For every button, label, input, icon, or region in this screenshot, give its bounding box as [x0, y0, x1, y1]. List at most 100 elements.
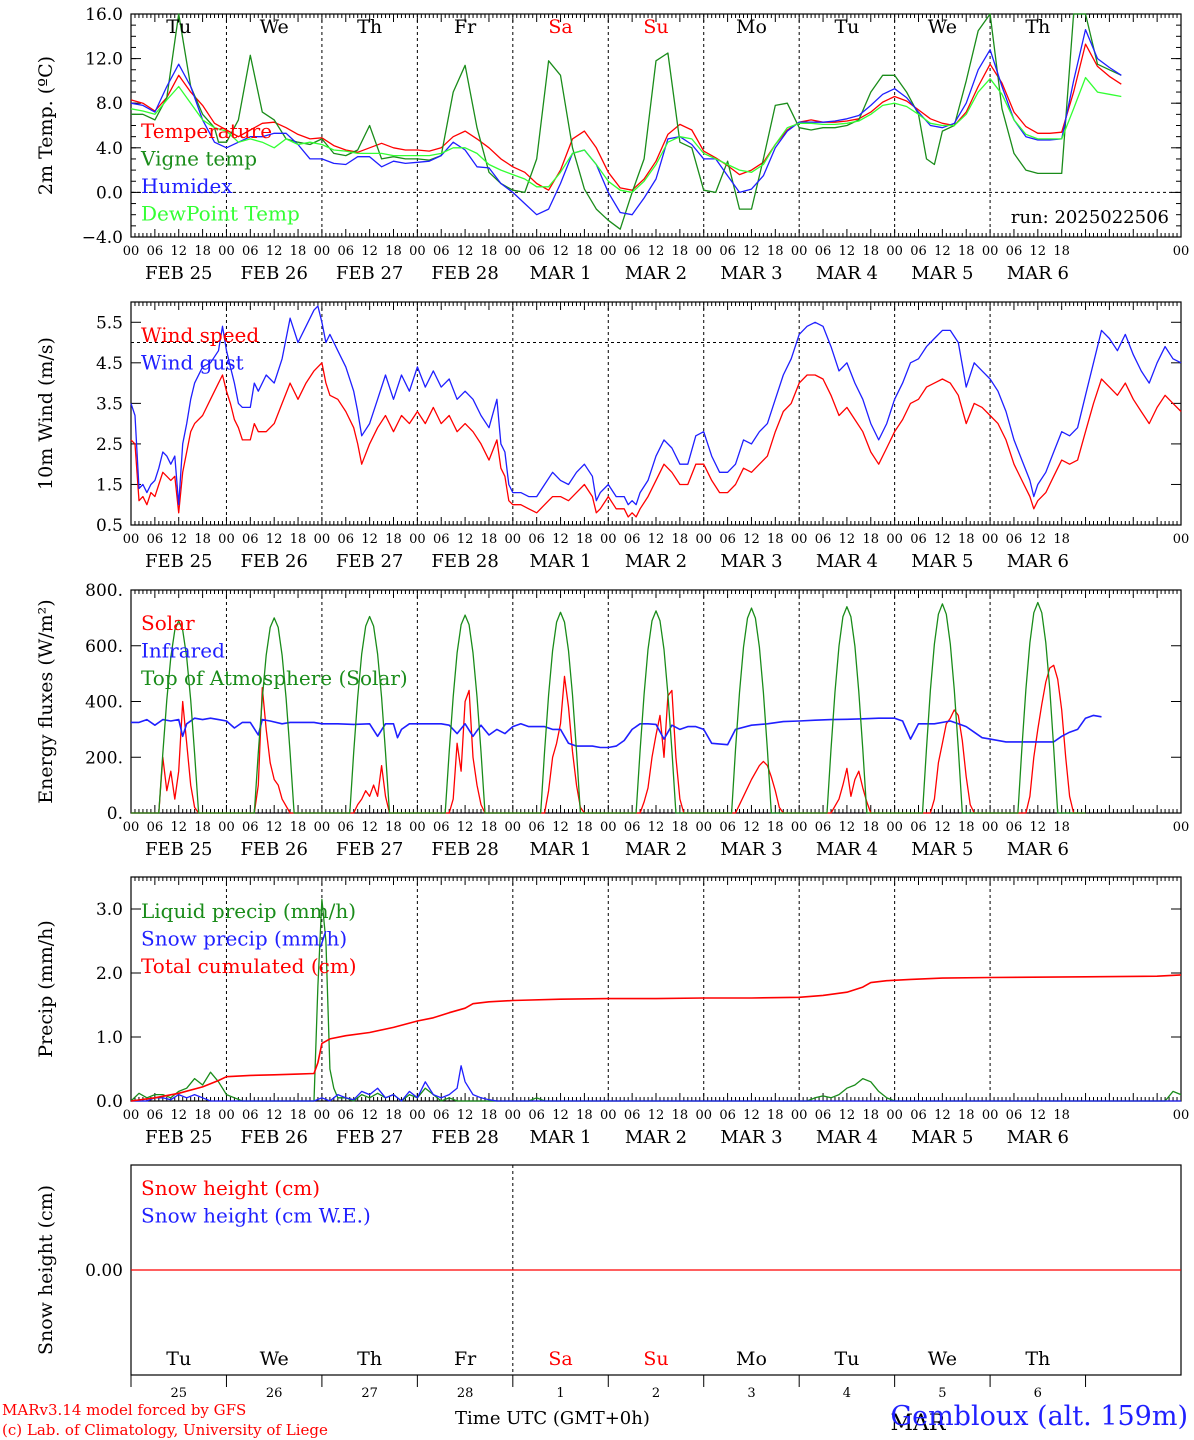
date-label: FEB 27 [336, 1127, 403, 1148]
hour-tick-label: 06 [910, 532, 927, 547]
date-label: FEB 28 [431, 839, 498, 860]
date-label: MAR 4 [816, 1127, 878, 1148]
legend-entry: DewPoint Temp [141, 202, 300, 226]
weekday-label: Fr [454, 1348, 477, 1370]
weekday-label: Th [1025, 1348, 1050, 1370]
weekday-label: Mo [736, 1348, 767, 1370]
weekday-label: Fr [454, 16, 477, 38]
y-tick-label: 0. [107, 804, 123, 824]
hour-tick-label: 06 [719, 532, 736, 547]
date-label: FEB 25 [145, 551, 212, 572]
y-tick-label: 400. [85, 693, 123, 713]
hour-tick-label: 06 [1006, 1108, 1023, 1123]
lab-credit: (c) Lab. of Climatology, University of L… [2, 1421, 328, 1439]
date-label: MAR 4 [816, 551, 878, 572]
hour-tick-label: 12 [648, 820, 665, 835]
y-axis-label: Snow height (cm) [35, 1185, 57, 1355]
hour-tick-label: 00 [409, 1108, 426, 1123]
hour-tick-label: 18 [1053, 820, 1070, 835]
hour-tick-label: 12 [839, 1108, 856, 1123]
date-label: MAR 4 [816, 263, 878, 284]
y-tick-label: 600. [85, 637, 123, 657]
hour-tick-label: 06 [815, 244, 832, 259]
hour-tick-label: 12 [648, 1108, 665, 1123]
day-number-label: 26 [266, 1386, 283, 1401]
date-label: MAR 1 [529, 1127, 591, 1148]
hour-tick-label: 00 [314, 532, 331, 547]
y-axis-label: 10m Wind (m/s) [35, 337, 57, 490]
hour-tick-label: 12 [552, 820, 569, 835]
hour-tick-label: 06 [242, 820, 259, 835]
panel-temperature [130, 13, 1182, 238]
hour-tick-label: 18 [385, 532, 402, 547]
weekday-label: Su [643, 1348, 668, 1370]
hour-tick-label: 12 [266, 532, 283, 547]
hour-tick-label: 18 [767, 532, 784, 547]
legend-entry: Temperature [141, 119, 272, 143]
date-label: MAR 3 [720, 263, 782, 284]
day-number-label: 25 [170, 1386, 187, 1401]
hour-tick-label: 00 [600, 532, 617, 547]
hour-tick-label: 06 [624, 820, 641, 835]
hour-tick-label: 00 [218, 244, 235, 259]
hour-tick-label: 06 [624, 532, 641, 547]
hour-tick-label: 06 [815, 1108, 832, 1123]
weekday-label: Tu [166, 1348, 191, 1370]
hour-tick-label: 12 [743, 1108, 760, 1123]
date-label: MAR 1 [529, 839, 591, 860]
hour-tick-label: 12 [170, 820, 187, 835]
series-line-vigne-temp [131, 13, 1122, 230]
date-label: FEB 25 [145, 839, 212, 860]
y-tick-label: 0.0 [96, 183, 123, 203]
date-label: FEB 25 [145, 1127, 212, 1148]
legend-entry: Wind gust [141, 351, 244, 375]
hour-tick-label: 06 [528, 1108, 545, 1123]
y-tick-label: 4.5 [96, 354, 123, 374]
hour-tick-label: 00 [982, 244, 999, 259]
hour-tick-label: 00 [505, 532, 522, 547]
hour-tick-label: 06 [1006, 532, 1023, 547]
hour-tick-label: 12 [743, 820, 760, 835]
y-tick-label: 4.0 [96, 139, 123, 159]
day-number-label: 28 [457, 1386, 474, 1401]
hour-tick-label: 06 [910, 1108, 927, 1123]
date-label: MAR 5 [911, 551, 973, 572]
y-tick-label: 2.5 [96, 435, 123, 455]
model-credit: MARv3.14 model forced by GFS [2, 1401, 247, 1419]
legend-entry: Snow height (cm) [141, 1176, 320, 1200]
hour-tick-label: 12 [1030, 244, 1047, 259]
hour-tick-label: 12 [170, 532, 187, 547]
legend-entry: Humidex [141, 174, 233, 198]
hour-tick-label: 12 [266, 244, 283, 259]
hour-tick-label: 18 [1053, 244, 1070, 259]
hour-tick-label: 12 [266, 820, 283, 835]
legend-entry: Snow precip (mm/h) [141, 927, 347, 951]
hour-tick-label: 12 [839, 244, 856, 259]
hour-tick-label: 18 [194, 532, 211, 547]
hour-tick-label: 00 [600, 820, 617, 835]
hour-tick-label: 00 [600, 244, 617, 259]
hour-tick-label: 12 [934, 244, 951, 259]
hour-tick-label: 00 [791, 1108, 808, 1123]
hour-tick-label: 18 [862, 820, 879, 835]
hour-tick-label: 00 [123, 244, 140, 259]
hour-tick-label: 00 [123, 1108, 140, 1123]
hour-tick-label: 18 [576, 1108, 593, 1123]
date-label: MAR 5 [911, 1127, 973, 1148]
date-label: FEB 27 [336, 839, 403, 860]
weekday-label: Su [643, 16, 668, 38]
station-name: Gembloux (alt. 159m) [890, 1401, 1188, 1432]
y-tick-label: 3.5 [96, 394, 123, 414]
hour-tick-label: 00 [314, 1108, 331, 1123]
hour-tick-label: 12 [934, 532, 951, 547]
hour-tick-label: 00 [1173, 1108, 1190, 1123]
hour-tick-label: 00 [695, 820, 712, 835]
hour-tick-label: 00 [409, 532, 426, 547]
hour-tick-label: 18 [576, 532, 593, 547]
hour-tick-label: 06 [815, 820, 832, 835]
hour-tick-label: 12 [743, 244, 760, 259]
overlap-label: MAR [891, 1411, 947, 1436]
hour-tick-label: 06 [147, 532, 164, 547]
day-number-label: 5 [938, 1386, 946, 1401]
y-tick-label: 3.0 [96, 900, 123, 920]
